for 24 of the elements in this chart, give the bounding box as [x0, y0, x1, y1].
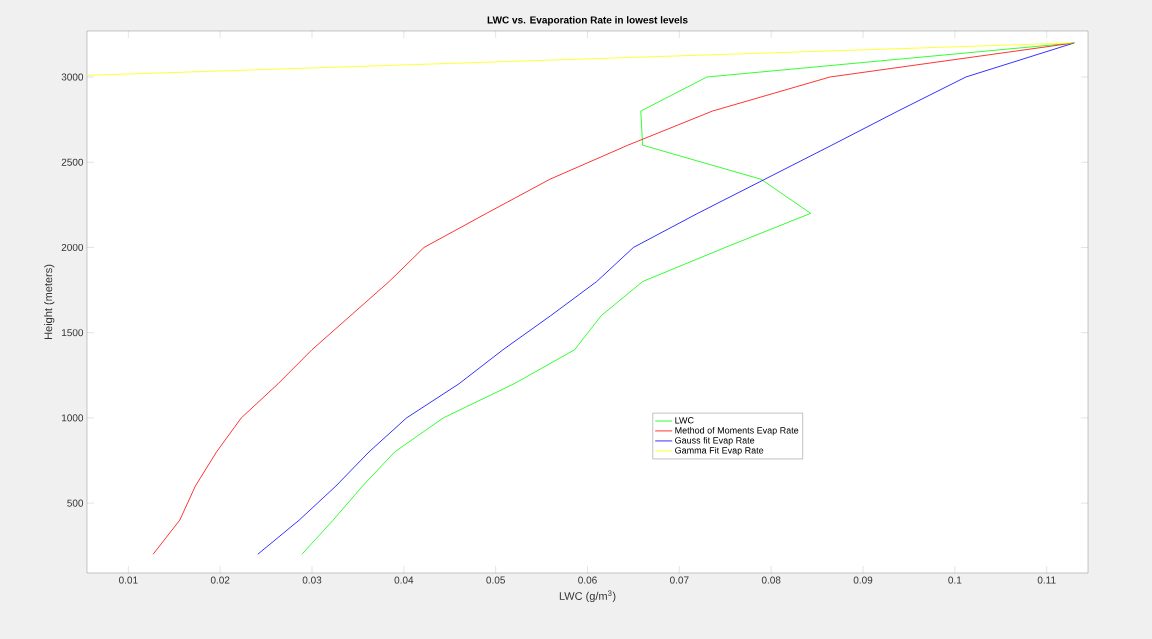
y-tick-label: 500 — [67, 499, 84, 507]
chart-title: LWC vs. Evaporation Rate in lowest levels — [487, 16, 688, 26]
x-tick-label: 0.11 — [1037, 576, 1056, 584]
legend-label: Gauss fit Evap Rate — [675, 436, 755, 446]
legend-label: Gamma Fit Evap Rate — [675, 446, 764, 456]
y-tick-label: 2500 — [61, 158, 84, 166]
y-tick-label: 1000 — [62, 414, 84, 422]
y-axis-title: Height (meters) — [44, 264, 55, 339]
y-tick-label: 2000 — [61, 243, 84, 251]
x-tick-label: 0.05 — [486, 576, 505, 584]
y-tick-label: 1500 — [62, 329, 84, 337]
x-tick-label: 0.04 — [394, 576, 414, 584]
legend-label: Method of Moments Evap Rate — [675, 426, 799, 436]
x-tick-label: 0.1 — [948, 576, 962, 584]
x-tick-label: 0.03 — [302, 576, 322, 584]
legend-label: LWC — [675, 417, 694, 424]
x-tick-label: 0.08 — [761, 576, 781, 584]
x-tick-label: 0.09 — [853, 576, 873, 584]
x-axis-title: LWC (g/m$^{3}$) — [559, 590, 616, 603]
x-tick-label: 0.06 — [578, 576, 597, 584]
y-tick-label: 3000 — [61, 73, 84, 81]
x-tick-label: 0.01 — [119, 576, 138, 584]
x-tick-label: 0.07 — [670, 576, 689, 584]
x-tick-label: 0.02 — [210, 576, 230, 584]
